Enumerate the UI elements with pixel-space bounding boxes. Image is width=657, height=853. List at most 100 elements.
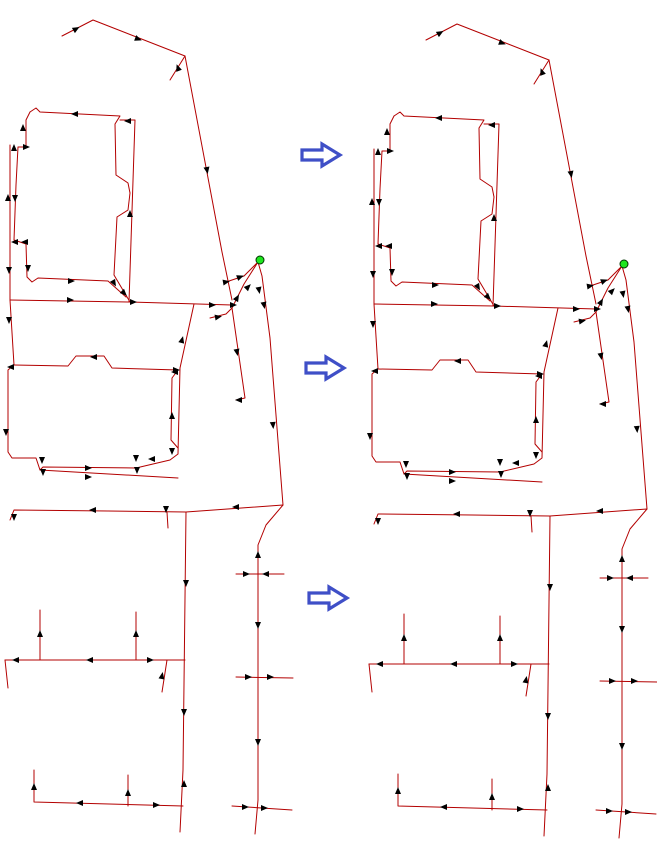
flow-arrowhead-icon: [71, 111, 78, 117]
flow-arrowhead-icon: [491, 214, 497, 221]
flow-arrowhead-icon: [527, 510, 533, 517]
flow-arrowhead-icon: [12, 657, 19, 663]
flow-arrowhead-icon: [86, 657, 93, 663]
flow-arrowhead-icon: [109, 278, 116, 287]
flow-arrowhead-icon: [230, 302, 237, 308]
pipe-segment: [368, 663, 373, 693]
flow-arrowhead-icon: [512, 460, 519, 466]
flow-arrowhead-icon: [163, 506, 169, 513]
flow-arrowhead-icon: [542, 340, 549, 348]
pipe-segment: [371, 368, 543, 483]
pipe-segment: [209, 261, 284, 506]
flow-arrowhead-icon: [11, 144, 17, 151]
flow-arrowhead-icon: [261, 805, 268, 811]
panel-before-pipes: [4, 19, 294, 835]
flow-arrowhead-icon: [533, 416, 539, 423]
flow-arrowhead-icon: [483, 292, 491, 300]
flow-arrowhead-icon: [40, 469, 46, 476]
pipe-segment: [119, 119, 136, 303]
flow-arrowhead-icon: [607, 575, 614, 581]
pipe-segment: [595, 311, 610, 405]
pipe-segment: [483, 123, 500, 307]
pipe-segment: [9, 299, 15, 366]
flow-arrowhead-icon: [371, 368, 378, 374]
pipe-segment: [530, 515, 533, 533]
flow-arrowhead-icon: [489, 793, 495, 800]
pipe-segment: [13, 355, 179, 371]
flow-arrowhead-icon: [21, 239, 28, 245]
flow-arrowhead-icon: [147, 657, 154, 663]
pipe-segment: [254, 504, 284, 835]
flow-arrowhead-icon: [498, 39, 506, 45]
flow-arrowhead-icon: [375, 518, 381, 525]
flow-arrowhead-icon: [245, 674, 252, 680]
flow-arrowhead-icon: [6, 317, 12, 324]
pipe-segment: [543, 515, 551, 837]
pipe-segment: [61, 19, 186, 57]
pipe-segment: [534, 373, 543, 453]
flow-arrowhead-icon: [403, 461, 409, 468]
flow-arrowhead-icon: [619, 626, 625, 633]
flow-arrowhead-icon: [625, 809, 632, 815]
flow-arrowhead-icon: [547, 584, 553, 591]
flow-arrowhead-icon: [619, 555, 625, 562]
flow-arrowhead-icon: [37, 630, 43, 637]
flow-arrowhead-icon: [401, 634, 407, 641]
flow-arrowhead-icon: [133, 630, 139, 637]
flow-arrowhead-icon: [183, 580, 189, 587]
flow-arrowhead-icon: [432, 282, 439, 288]
panel-after-pipes: [368, 23, 657, 839]
flow-arrowhead-icon: [517, 806, 524, 812]
flow-arrowhead-icon: [395, 787, 401, 794]
flow-arrowhead-icon: [535, 373, 542, 379]
flow-arrowhead-icon: [134, 35, 142, 41]
pipe-segment: [29, 107, 131, 303]
flow-arrowhead-icon: [158, 672, 165, 680]
pipe-segment: [397, 773, 548, 811]
flow-arrowhead-icon: [236, 275, 244, 281]
flow-arrowhead-icon: [171, 369, 178, 375]
flow-arrowhead-icon: [367, 433, 373, 440]
pipe-segment: [161, 659, 168, 693]
pipe-segment: [393, 111, 495, 307]
flow-arrowhead-icon: [90, 354, 97, 360]
pipe-segment: [9, 504, 284, 521]
flow-arrowhead-icon: [494, 303, 501, 309]
flow-arrowhead-icon: [203, 166, 210, 174]
flow-arrowhead-icon: [178, 336, 185, 344]
flow-arrowhead-icon: [375, 148, 381, 155]
flow-arrowhead-icon: [619, 290, 626, 298]
pipe-segment: [377, 243, 491, 302]
flow-arrowhead-icon: [497, 459, 503, 466]
pipe-segment: [525, 663, 532, 697]
pipe-segment: [170, 369, 179, 449]
flow-arrowhead-icon: [376, 199, 382, 206]
source-node-icon: [619, 259, 629, 269]
flow-arrowhead-icon: [431, 301, 438, 307]
right-arrow-icon: [300, 141, 344, 169]
flow-arrowhead-icon: [404, 473, 410, 480]
transition-arrows: [300, 141, 351, 612]
flow-arrowhead-icon: [387, 148, 394, 154]
pipe-segment: [33, 769, 184, 807]
pipe-segment: [39, 303, 195, 471]
flow-arrowhead-icon: [473, 282, 480, 291]
flow-arrowhead-icon: [385, 243, 392, 249]
flow-arrowhead-icon: [11, 514, 17, 521]
flow-arrowhead-icon: [269, 421, 276, 429]
flow-arrowhead-icon: [232, 294, 239, 303]
flow-arrowhead-icon: [11, 239, 18, 245]
network-panel-before: [3, 19, 294, 835]
flow-arrowhead-icon: [262, 571, 269, 577]
pipe-segment: [425, 23, 550, 61]
pipe-segment: [4, 659, 9, 689]
flow-arrowhead-icon: [578, 318, 586, 325]
pipe-segment: [225, 261, 259, 283]
flow-arrowhead-icon: [384, 128, 390, 135]
pipe-segment: [589, 265, 623, 287]
flow-arrowhead-icon: [242, 804, 249, 810]
source-node-icon: [255, 255, 265, 265]
network-panel-after: [367, 23, 657, 839]
flow-arrowhead-icon: [85, 474, 92, 480]
flow-arrowhead-icon: [235, 397, 242, 403]
